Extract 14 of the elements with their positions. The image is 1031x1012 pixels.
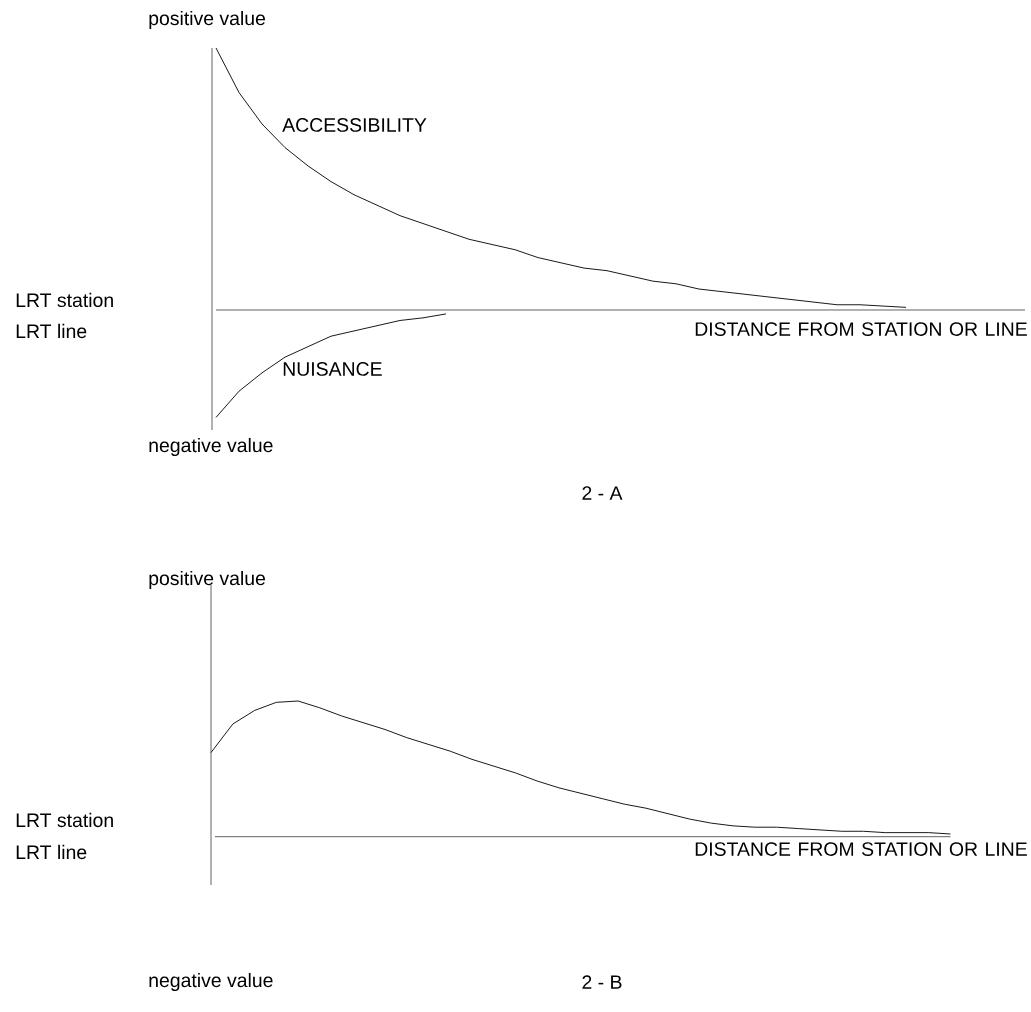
text: 2 - B bbox=[582, 975, 622, 989]
text: negative value bbox=[149, 972, 273, 992]
text: LRT line bbox=[16, 844, 87, 860]
text: 2 - A bbox=[582, 486, 623, 500]
text: LRT line bbox=[16, 323, 87, 339]
text: LRT station bbox=[16, 292, 113, 308]
text: LRT station bbox=[16, 812, 113, 828]
x-axis-title: DISTANCE FROM STATION OR LINE bbox=[695, 842, 1027, 856]
x-axis-title: DISTANCE FROM STATION OR LINE bbox=[695, 322, 1027, 336]
text: positive value bbox=[149, 10, 265, 30]
text: negative value bbox=[149, 437, 273, 457]
series-label: ACCESSIBILITY bbox=[282, 118, 427, 132]
text: positive value bbox=[149, 570, 266, 590]
series-label: NUISANCE bbox=[283, 362, 382, 376]
